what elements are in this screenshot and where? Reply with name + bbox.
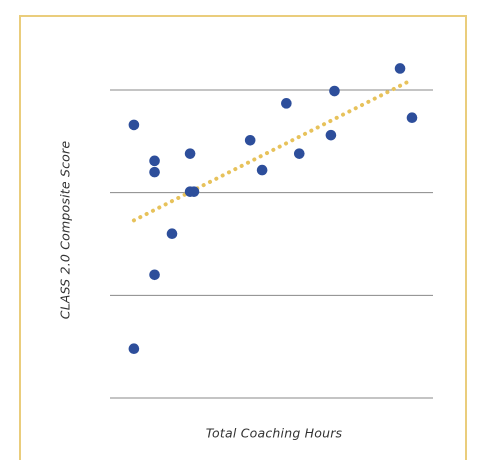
trendline-dotted bbox=[131, 77, 415, 223]
data-point bbox=[149, 155, 160, 167]
data-point bbox=[188, 186, 200, 197]
data-point bbox=[325, 129, 337, 141]
gridlines bbox=[110, 89, 433, 399]
data-point bbox=[184, 148, 196, 159]
data-point bbox=[281, 98, 292, 109]
data-point bbox=[244, 135, 256, 146]
y-axis-label: CLASS 2.0 Composite Score bbox=[57, 140, 73, 320]
data-point bbox=[166, 228, 178, 240]
data-point bbox=[128, 343, 140, 355]
data-point bbox=[394, 63, 406, 74]
data-point bbox=[149, 269, 160, 281]
data-point bbox=[329, 85, 340, 97]
data-points bbox=[128, 63, 418, 355]
trendline bbox=[131, 77, 415, 223]
data-point bbox=[406, 112, 418, 124]
data-point bbox=[149, 166, 160, 178]
x-axis-label: Total Coaching Hours bbox=[205, 425, 343, 441]
data-point bbox=[128, 119, 140, 131]
data-point bbox=[293, 148, 305, 159]
data-point bbox=[256, 164, 268, 176]
